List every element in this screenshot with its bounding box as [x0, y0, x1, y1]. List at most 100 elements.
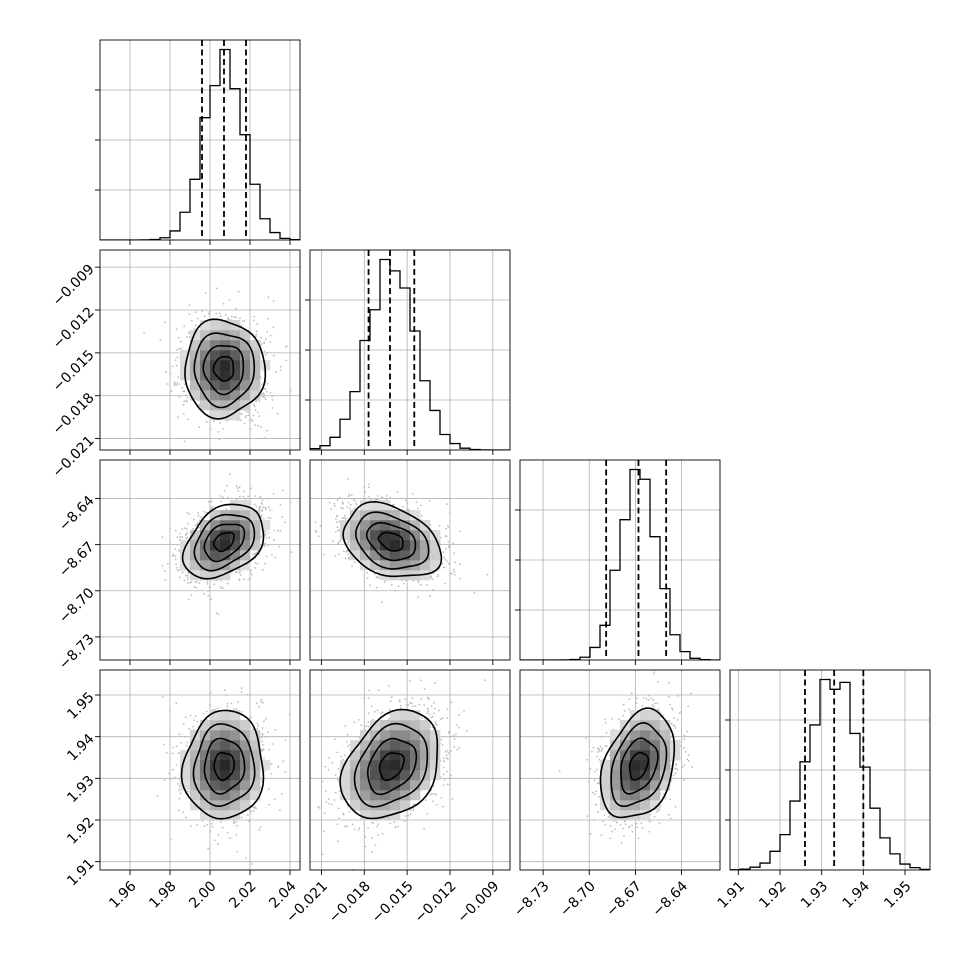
density-cell	[410, 790, 421, 801]
scatter-point	[328, 757, 330, 759]
scatter-point	[254, 409, 257, 412]
density-cell	[390, 520, 401, 531]
scatter-point	[336, 751, 339, 754]
contour-level-1	[203, 523, 246, 563]
scatter-point	[263, 437, 266, 439]
scatter-point	[691, 766, 693, 768]
scatter-point	[164, 579, 167, 581]
scatter-point	[219, 315, 222, 317]
contour-level-2	[610, 721, 668, 808]
density-cell	[390, 710, 401, 721]
scatter-point	[442, 757, 445, 759]
scatter-point	[273, 798, 276, 801]
density-cell	[660, 720, 671, 731]
scatter-point	[185, 394, 187, 397]
scatter-point	[417, 581, 420, 584]
scatter-point	[163, 743, 165, 746]
scatter-point	[186, 582, 189, 584]
scatter-point	[337, 529, 340, 532]
scatter-point	[174, 558, 177, 561]
scatter-point	[348, 556, 351, 559]
scatter-point	[226, 702, 229, 705]
density-cell	[200, 400, 211, 411]
scatter-point	[222, 302, 225, 305]
scatter-point	[642, 696, 645, 699]
scatter-point	[440, 738, 442, 741]
scatter-point	[248, 820, 250, 822]
density-cell	[640, 810, 651, 821]
scatter-point	[444, 547, 447, 550]
scatter-point	[624, 823, 627, 826]
scatter-point	[636, 826, 639, 829]
scatter-point	[444, 558, 446, 561]
density-cell	[240, 540, 251, 551]
scatter-point	[215, 312, 218, 315]
scatter-point	[267, 516, 270, 519]
panel-content	[161, 473, 293, 616]
scatter-point	[402, 505, 404, 508]
scatter-point	[161, 565, 164, 567]
density-cell	[650, 790, 661, 801]
scatter-point	[667, 681, 670, 684]
scatter-point	[674, 767, 676, 770]
scatter-point	[388, 708, 391, 711]
scatter-point	[220, 587, 223, 589]
density-cell	[230, 760, 241, 771]
scatter-point	[683, 778, 686, 781]
scatter-point	[420, 679, 422, 682]
scatter-point	[276, 412, 279, 415]
scatter-point	[453, 552, 456, 554]
scatter-point	[209, 508, 212, 511]
x-tick-label: 1.92	[756, 878, 789, 911]
scatter-point	[194, 524, 197, 527]
scatter-point	[653, 815, 656, 818]
scatter-point	[202, 712, 205, 715]
density-cell	[350, 800, 361, 811]
scatter-point	[637, 837, 640, 839]
scatter-point	[596, 755, 598, 758]
scatter-point	[440, 718, 442, 721]
density-cell	[210, 550, 221, 561]
scatter-point	[420, 515, 423, 517]
scatter-point	[178, 733, 181, 736]
density-cell	[380, 790, 391, 801]
scatter-point	[390, 696, 393, 698]
scatter-point	[331, 540, 334, 542]
scatter-point	[335, 530, 337, 533]
scatter-point	[181, 536, 184, 538]
density-cell	[600, 760, 611, 771]
scatter-point	[262, 517, 265, 520]
scatter-point	[598, 749, 601, 752]
contour-level-2	[193, 332, 256, 409]
density-cell	[180, 540, 191, 551]
scatter-point	[264, 736, 267, 738]
density-cell	[210, 740, 221, 751]
scatter-point	[446, 525, 449, 527]
scatter-point	[600, 735, 603, 738]
scatter-point	[433, 701, 435, 704]
scatter-point	[667, 813, 670, 816]
panel-frame	[99, 39, 301, 241]
scatter-point	[430, 576, 432, 579]
density-cell	[370, 790, 381, 801]
scatter-point	[387, 685, 390, 687]
density-cell	[250, 520, 261, 531]
scatter-point	[241, 711, 243, 713]
density-cell	[220, 790, 231, 801]
scatter-point	[368, 483, 370, 486]
scatter-point	[597, 810, 599, 813]
scatter-point	[341, 501, 344, 504]
density-cell	[380, 750, 391, 761]
scatter-point	[290, 551, 293, 554]
scatter-point	[175, 566, 178, 569]
scatter-point	[225, 508, 228, 510]
scatter-point	[235, 833, 238, 836]
scatter-point	[438, 524, 441, 527]
scatter-point	[247, 495, 250, 498]
density-cell	[230, 750, 241, 761]
scatter-point	[266, 351, 269, 354]
scatter-point	[188, 728, 191, 730]
scatter-point	[261, 508, 264, 511]
scatter-point	[240, 816, 243, 819]
scatter-point	[251, 863, 253, 865]
